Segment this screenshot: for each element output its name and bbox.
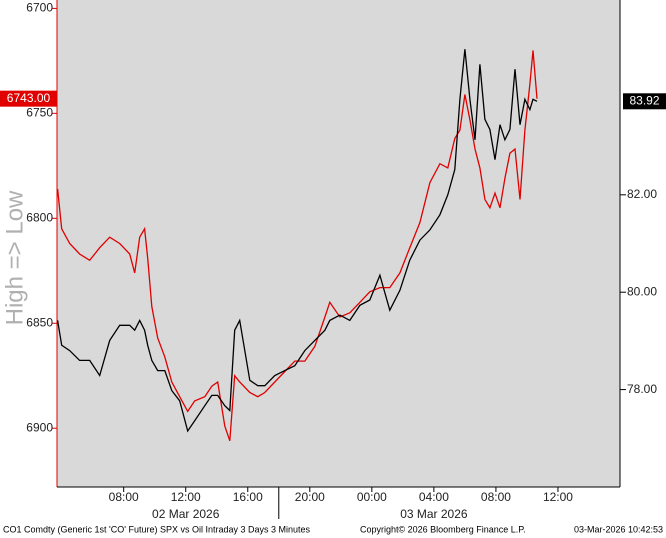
plot-area bbox=[57, 0, 620, 487]
last-value-box bbox=[623, 93, 666, 110]
last-value-label: 83.92 bbox=[629, 93, 659, 107]
y-tick-label: 6800 bbox=[26, 210, 53, 224]
x-tick-label: 12:00 bbox=[171, 490, 201, 504]
x-tick-label: 04:00 bbox=[419, 490, 449, 504]
y2-tick-label: 80.00 bbox=[627, 284, 657, 298]
y-tick-label: 6750 bbox=[26, 106, 53, 120]
date-label: 02 Mar 2026 bbox=[152, 507, 220, 521]
y-tick-label: 6700 bbox=[26, 1, 53, 15]
y2-tick-label: 78.00 bbox=[627, 382, 657, 396]
x-tick-label: 16:00 bbox=[233, 490, 263, 504]
x-tick-label: 12:00 bbox=[543, 490, 573, 504]
series-line bbox=[56, 50, 538, 442]
last-value-label: 6743.00 bbox=[7, 91, 51, 105]
x-tick-label: 20:00 bbox=[295, 490, 325, 504]
y-tick-label: 6900 bbox=[26, 420, 53, 434]
footer-left: CO1 Comdty (Generic 1st 'CO' Future) SPX… bbox=[3, 524, 311, 534]
x-tick-label: 08:00 bbox=[109, 490, 139, 504]
y-axis-title: High => Low bbox=[1, 190, 28, 325]
y2-tick-label: 82.00 bbox=[627, 187, 657, 201]
footer-right: 03-Mar-2026 10:42:53 bbox=[574, 524, 663, 534]
last-value-box bbox=[0, 90, 57, 107]
date-label: 03 Mar 2026 bbox=[400, 507, 468, 521]
footer-center: Copyright© 2026 Bloomberg Finance L.P. bbox=[360, 524, 526, 534]
x-tick-label: 08:00 bbox=[481, 490, 511, 504]
x-tick-label: 00:00 bbox=[357, 490, 387, 504]
y-tick-label: 6850 bbox=[26, 315, 53, 329]
series-line bbox=[56, 49, 538, 433]
